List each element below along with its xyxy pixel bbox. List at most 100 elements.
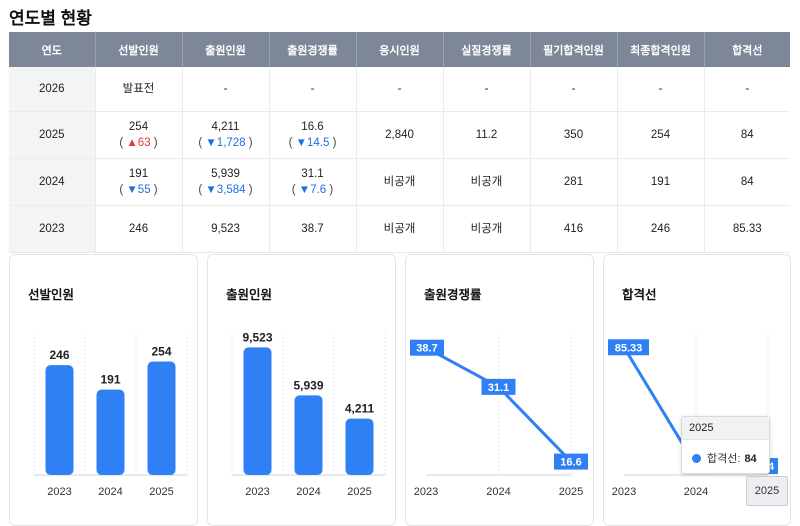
change-value: 14.5 [307, 137, 330, 149]
cell-value: 2025 [38, 129, 65, 141]
cell-value: 281 [563, 176, 584, 188]
cell-final-pass: - [617, 67, 705, 112]
data-label-box [608, 339, 649, 356]
series-line [425, 346, 573, 463]
cell-value: - [658, 83, 663, 95]
cell-value: - [397, 83, 402, 95]
paren-open: ( [288, 137, 296, 149]
tooltip-series: 합격선 [707, 453, 738, 465]
change-value: 55 [137, 184, 151, 196]
col-header-applicants: 출원인원 [182, 32, 270, 67]
cell-value: 246 [650, 223, 671, 235]
cell-value: 246 [128, 223, 149, 235]
cell-year: 2025 [9, 111, 96, 159]
change-indicator: ( ▼55 ) [97, 182, 181, 198]
x-tick-label: 2025 [149, 486, 173, 498]
cell-value: 비공개 [383, 176, 416, 188]
cell-value: 85.33 [732, 223, 762, 235]
cell-value: 2,840 [385, 129, 414, 141]
cell-selected: 191 ( ▼55 ) [95, 158, 183, 206]
cell-cutoff: 84 [704, 111, 790, 159]
cell-exam-takers: 비공개 [356, 205, 444, 253]
paren-close: ) [326, 184, 334, 196]
table-header-row: 연도 선발인원 출원인원 출원경쟁률 응시인원 실질경쟁률 필기합격인원 최종합… [9, 32, 790, 67]
data-label-box [481, 378, 516, 395]
x-tick-label: 2023 [414, 486, 438, 498]
col-header-final-pass: 최종합격인원 [617, 32, 705, 67]
change-value: 1,728 [216, 137, 246, 149]
paren-close: ) [245, 184, 253, 196]
x-tick-label: 2024 [684, 486, 708, 498]
cell-value: 2023 [38, 223, 65, 235]
col-header-competition: 출원경쟁률 [269, 32, 357, 67]
cell-value: 2024 [38, 176, 65, 188]
cell-value: 4,211 [211, 121, 240, 133]
cell-real-competition: - [443, 67, 531, 112]
cell-cutoff: 84 [704, 158, 790, 206]
cell-applicants: 9,523 [182, 205, 270, 253]
cell-real-competition: 비공개 [443, 158, 531, 206]
table-row: 2024 191( ▼55 ) 5,939( ▼3,584 ) 31.1( ▼7.6 … [9, 158, 790, 206]
data-label: 5,939 [293, 378, 323, 392]
cell-value: 비공개 [383, 223, 416, 235]
cell-value: 191 [650, 176, 671, 188]
axis-pointer-label[interactable]: 2025 [746, 476, 788, 506]
cell-selected: 발표전 [95, 67, 183, 112]
series-dot-icon [692, 454, 701, 463]
cell-competition: 38.7 [269, 205, 357, 253]
cell-value: 발표전 [122, 83, 155, 95]
tooltip-title: 2025 [682, 417, 769, 440]
x-tick-label: 2025 [347, 486, 371, 498]
data-label: 16.6 [560, 457, 581, 469]
cell-value: 2026 [38, 83, 65, 95]
x-tick-label: 2023 [47, 486, 71, 498]
change-indicator: ( ▲63 ) [97, 135, 181, 151]
arrow-down-icon: ▼ [205, 184, 217, 196]
arrow-down-icon: ▼ [126, 184, 138, 196]
cell-value: 350 [563, 129, 584, 141]
paren-open: ( [198, 137, 206, 149]
cell-value: 11.2 [475, 129, 498, 141]
cell-competition: 16.6 ( ▼14.5 ) [269, 111, 357, 159]
chart-card-applicants: 출원인원 9,523 2023 5,939 2024 4,211 2025 [207, 254, 396, 526]
bar[interactable] [345, 418, 374, 475]
cell-value: 84 [740, 176, 754, 188]
chart-card-competition: 출원경쟁률 38.7 2023 31.1 2024 16.6 2025 [405, 254, 594, 526]
bar[interactable] [45, 365, 74, 475]
cell-applicants: - [182, 67, 270, 112]
col-header-written-pass: 필기합격인원 [530, 32, 618, 67]
cell-value: - [310, 83, 315, 95]
col-header-exam-takers: 응시인원 [356, 32, 444, 67]
cell-real-competition: 비공개 [443, 205, 531, 253]
bar[interactable] [147, 361, 176, 475]
cell-cutoff: - [704, 67, 790, 112]
cell-value: 254 [128, 121, 149, 133]
data-label-box [554, 453, 588, 470]
cell-value: 191 [128, 168, 149, 180]
bar[interactable] [294, 395, 323, 475]
change-value: 63 [137, 137, 151, 149]
cell-value: 416 [563, 223, 584, 235]
cell-selected: 254 ( ▲63 ) [95, 111, 183, 159]
paren-open: ( [291, 184, 299, 196]
cell-year: 2026 [9, 67, 96, 112]
bar[interactable] [96, 389, 125, 475]
col-header-real-competition: 실질경쟁률 [443, 32, 531, 67]
col-header-year: 연도 [9, 32, 96, 67]
chart-title: 합격선 [622, 288, 657, 302]
cell-written-pass: - [530, 67, 618, 112]
cell-final-pass: 246 [617, 205, 705, 253]
yearly-status-table: 연도 선발인원 출원인원 출원경쟁률 응시인원 실질경쟁률 필기합격인원 최종합… [9, 32, 790, 253]
cell-competition: 31.1( ▼7.6 ) [269, 158, 357, 206]
bar[interactable] [243, 347, 272, 475]
cell-selected: 246 [95, 205, 183, 253]
cell-exam-takers: 비공개 [356, 158, 444, 206]
tooltip-separator: : [737, 453, 741, 465]
cell-written-pass: 350 [530, 111, 618, 159]
chart-card-cutoff: 합격선 85.332023842024842025 [603, 254, 791, 526]
cell-written-pass: 281 [530, 158, 618, 206]
cell-applicants: 5,939 ( ▼3,584 ) [182, 158, 270, 206]
chart-title: 출원인원 [226, 288, 273, 302]
tooltip-value: 84 [744, 453, 757, 465]
data-label: 85.33 [615, 342, 643, 354]
